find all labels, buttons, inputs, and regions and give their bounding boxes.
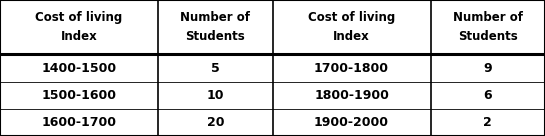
Text: 5: 5 (211, 61, 220, 75)
Text: 1700-1800: 1700-1800 (314, 61, 389, 75)
Text: Number of
Students: Number of Students (453, 11, 523, 43)
Text: Cost of living
Index: Cost of living Index (308, 11, 395, 43)
Text: 20: 20 (207, 116, 224, 129)
Text: 1500-1600: 1500-1600 (41, 89, 117, 102)
Text: Cost of living
Index: Cost of living Index (35, 11, 123, 43)
Text: 1600-1700: 1600-1700 (41, 116, 117, 129)
Text: 1800-1900: 1800-1900 (314, 89, 389, 102)
Text: 1900-2000: 1900-2000 (314, 116, 389, 129)
Text: Number of
Students: Number of Students (180, 11, 250, 43)
Text: 2: 2 (483, 116, 492, 129)
Text: 1400-1500: 1400-1500 (41, 61, 117, 75)
Text: 6: 6 (483, 89, 492, 102)
Text: 9: 9 (483, 61, 492, 75)
Text: 10: 10 (207, 89, 224, 102)
